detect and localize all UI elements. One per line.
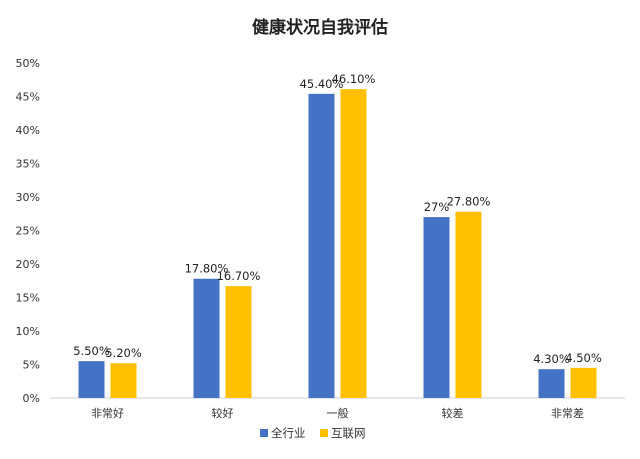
y-tick-label: 5% bbox=[23, 359, 40, 372]
y-tick-label: 45% bbox=[16, 91, 40, 104]
data-label: 5.20% bbox=[105, 346, 142, 360]
legend-swatch bbox=[320, 429, 328, 437]
data-label: 45.40% bbox=[300, 77, 344, 91]
bar bbox=[193, 278, 220, 398]
bar bbox=[455, 211, 482, 398]
bar bbox=[225, 286, 252, 398]
bar bbox=[423, 217, 450, 398]
y-tick-label: 25% bbox=[16, 225, 40, 238]
data-label: 27% bbox=[424, 200, 450, 214]
x-axis: 非常好 较好 一般 较差 非常差 bbox=[50, 397, 625, 420]
bar bbox=[308, 93, 335, 398]
y-tick-label: 0% bbox=[23, 392, 40, 405]
legend: 全行业 互联网 bbox=[260, 426, 366, 440]
x-tick-label: 较好 bbox=[212, 406, 234, 420]
data-label: 4.50% bbox=[565, 351, 602, 365]
data-label: 5.50% bbox=[73, 344, 110, 358]
x-tick-label: 非常好 bbox=[91, 406, 124, 420]
y-tick-label: 40% bbox=[16, 124, 40, 137]
y-tick-label: 35% bbox=[16, 158, 40, 171]
y-tick-label: 50% bbox=[16, 57, 40, 70]
x-tick-label: 非常差 bbox=[551, 406, 584, 420]
legend-label: 全行业 bbox=[271, 426, 306, 440]
data-label: 16.70% bbox=[217, 269, 261, 283]
y-tick-label: 15% bbox=[16, 292, 40, 305]
bar bbox=[78, 361, 105, 398]
data-label: 4.30% bbox=[533, 352, 570, 366]
data-label: 27.80% bbox=[447, 195, 491, 209]
bar bbox=[340, 89, 367, 398]
data-label: 17.80% bbox=[185, 262, 229, 276]
y-tick-label: 10% bbox=[16, 325, 40, 338]
data-labels: 5.50%5.20% 17.80%16.70% 45.40%46.10% 27%27.… bbox=[73, 72, 602, 366]
bar bbox=[570, 367, 597, 398]
bar bbox=[538, 369, 565, 398]
chart-title: 健康状况自我评估 bbox=[252, 17, 388, 38]
x-tick-label: 较差 bbox=[442, 406, 464, 420]
y-axis: 0% 5% 10% 15% 20% 25% 30% 35% 40% 45% 50% bbox=[16, 57, 40, 405]
y-tick-label: 20% bbox=[16, 258, 40, 271]
y-tick-label: 30% bbox=[16, 191, 40, 204]
legend-swatch bbox=[260, 429, 268, 437]
legend-label: 互联网 bbox=[331, 426, 366, 440]
x-tick-label: 一般 bbox=[327, 407, 349, 420]
bar bbox=[110, 363, 137, 398]
bars bbox=[78, 89, 597, 398]
data-label: 46.10% bbox=[332, 72, 376, 86]
